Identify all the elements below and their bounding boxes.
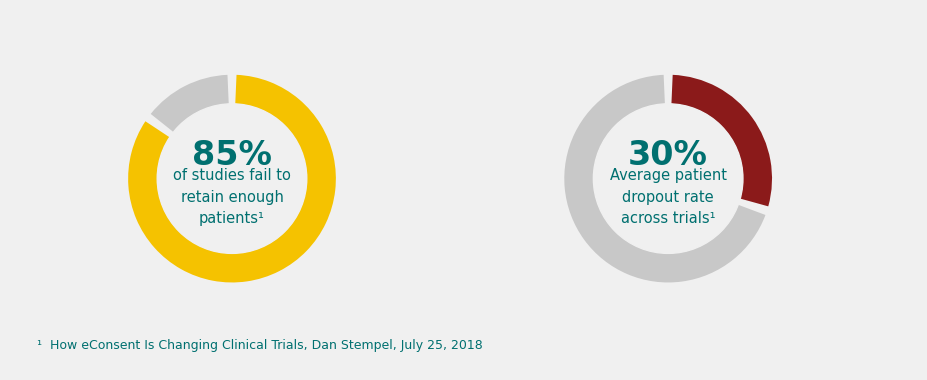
- Text: ¹  How eConsent Is Changing Clinical Trials, Dan Stempel, July 25, 2018: ¹ How eConsent Is Changing Clinical Tria…: [37, 339, 482, 352]
- Circle shape: [592, 104, 743, 253]
- Wedge shape: [564, 75, 765, 282]
- Circle shape: [157, 104, 307, 253]
- Wedge shape: [128, 75, 336, 282]
- Wedge shape: [150, 75, 228, 132]
- Text: of studies fail to
retain enough
patients¹: of studies fail to retain enough patient…: [172, 168, 291, 226]
- Text: 85%: 85%: [192, 139, 272, 172]
- Wedge shape: [671, 75, 771, 206]
- Text: 30%: 30%: [628, 139, 707, 172]
- Text: Average patient
dropout rate
across trials¹: Average patient dropout rate across tria…: [609, 168, 726, 226]
